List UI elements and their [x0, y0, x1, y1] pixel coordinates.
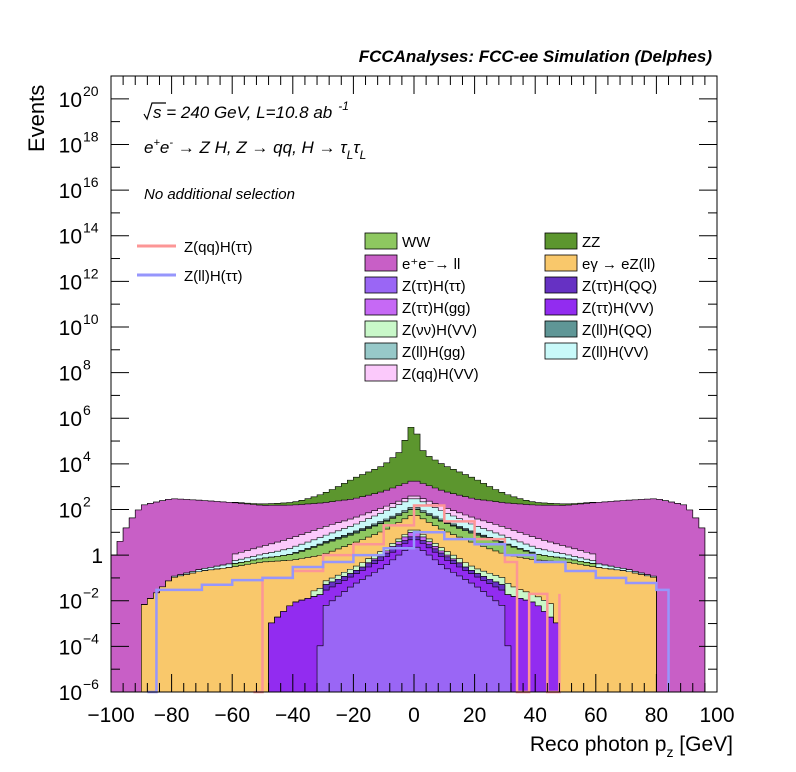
x-axis-title-unit: [GeV]: [673, 733, 733, 756]
y-tick-label: 10−2: [59, 585, 100, 614]
y-tick-label: 1: [91, 545, 103, 568]
process-sub2: L: [360, 148, 367, 162]
x-axis-title-main: Reco photon p: [530, 733, 667, 756]
x-tick-label: 40: [524, 704, 547, 727]
legend-label: Z(ττ)H(QQ): [582, 278, 657, 295]
energy-label: = 240 GeV, L=10.8 ab: [162, 103, 333, 122]
signal-lines: [147, 504, 670, 694]
legend: Z(qq)H(ττ) Z(ll)H(ττ) WW ZZ e⁺e⁻→ ll eγ → eZ(…: [137, 232, 657, 383]
y-tick-label: 1014: [59, 220, 99, 249]
legend-label: Z(νν)H(VV): [402, 322, 477, 339]
x-axis-title-sub: z: [666, 744, 673, 760]
x-tick-label: −60: [214, 704, 250, 727]
y-axis-title: Events: [24, 85, 49, 152]
x-tick-label: −40: [275, 704, 311, 727]
legend-label: Z(ττ)H(ττ): [402, 278, 466, 295]
process-text: → Z H, Z → qq, H → τ: [173, 138, 348, 157]
x-tick-label: −80: [154, 704, 190, 727]
y-tick-label: 1012: [59, 265, 99, 294]
legend-label: Z(ll)H(VV): [582, 344, 649, 361]
legend-swatch: [364, 276, 398, 294]
y-tick-label: 102: [59, 493, 91, 522]
legend-swatch: [364, 298, 398, 316]
axes: −100 −80 −60 −40 −20 0 20 40 60 80 100 10−6 10−4 10−2…: [59, 76, 735, 727]
process-annotation: e+e- → Z H, Z → qq, H → τLτL: [144, 137, 366, 162]
process-positron: e: [160, 138, 169, 157]
legend-swatch: [544, 232, 578, 250]
energy-annotation: s = 240 GeV, L=10.8 ab -1: [143, 99, 349, 122]
legend-swatch: [364, 342, 398, 360]
x-tick-label: 80: [645, 704, 668, 727]
legend-label: WW: [402, 234, 431, 251]
legend-swatch: [544, 320, 578, 338]
energy-superscript: -1: [338, 99, 349, 113]
legend-swatch: [364, 254, 398, 272]
x-tick-label: 100: [699, 704, 734, 727]
legend-signal-label: Z(qq)H(ττ): [184, 239, 253, 256]
y-tick-label: 104: [59, 448, 91, 477]
x-axis-title: Reco photon pz [GeV]: [530, 733, 733, 760]
x-tick-label: −100: [87, 704, 134, 727]
selection-annotation: No additional selection: [144, 186, 295, 203]
legend-label: e⁺e⁻→ ll: [402, 256, 460, 273]
legend-swatch: [544, 254, 578, 272]
legend-swatch: [364, 364, 398, 382]
y-tick-label: 1018: [59, 128, 99, 157]
stacked-histograms: [110, 426, 717, 693]
x-tick-label: 0: [408, 704, 420, 727]
figure-title: FCCAnalyses: FCC-ee Simulation (Delphes): [359, 47, 713, 66]
y-tick-label: 10−4: [59, 630, 100, 659]
y-tick-label: 10−6: [59, 676, 100, 705]
x-tick-label: 20: [463, 704, 486, 727]
x-tick-label: 60: [584, 704, 607, 727]
sqrt-sign: [143, 102, 166, 121]
legend-swatch: [544, 298, 578, 316]
legend-swatch: [544, 276, 578, 294]
line-sig_ll: [147, 531, 670, 694]
legend-label: ZZ: [582, 234, 600, 251]
x-tick-label: −20: [336, 704, 372, 727]
process-electron: e: [144, 138, 153, 157]
y-tick-label: 1020: [59, 83, 99, 112]
svg-text:s = 240 GeV, L=10.8 ab-1: s = 240 GeV, L=10.8 ab -1: [153, 99, 349, 122]
legend-label: Z(ll)H(QQ): [582, 322, 652, 339]
legend-label: eγ → eZ(ll): [582, 256, 655, 273]
y-tick-label: 108: [59, 357, 91, 386]
process-tau2: τ: [353, 138, 361, 157]
legend-label: Z(ττ)H(gg): [402, 300, 471, 317]
legend-swatch: [544, 342, 578, 360]
y-tick-label: 106: [59, 402, 91, 431]
legend-label: Z(ll)H(gg): [402, 344, 465, 361]
line-sig_qq: [253, 504, 561, 694]
legend-label: Z(ττ)H(VV): [582, 300, 654, 317]
process-sub1: L: [347, 148, 354, 162]
y-tick-label: 1010: [59, 311, 99, 340]
legend-swatch: [364, 320, 398, 338]
legend-signal-label: Z(ll)H(ττ): [184, 268, 243, 285]
legend-label: Z(qq)H(VV): [402, 366, 479, 383]
energy-sqrt-label: s: [153, 103, 162, 122]
legend-swatch: [364, 232, 398, 250]
y-tick-label: 1016: [59, 174, 99, 203]
